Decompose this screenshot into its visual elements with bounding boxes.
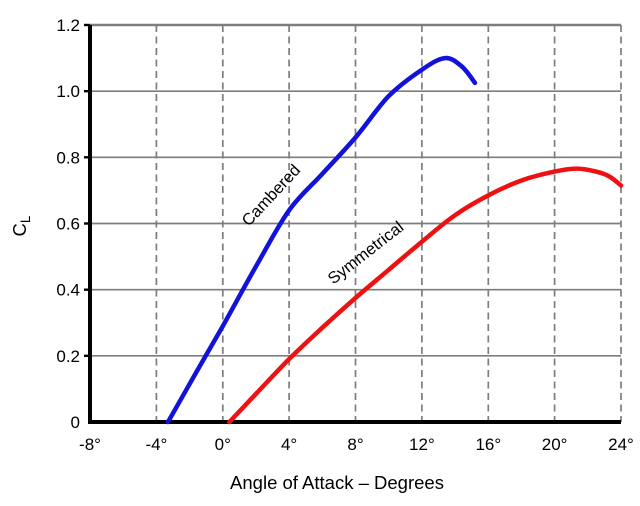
symmetrical-curve: [227, 166, 624, 425]
curves: [165, 55, 624, 425]
y-axis-title-subscript: L: [18, 215, 33, 223]
axes: [84, 23, 621, 424]
y-tick-label-0.6: 0.6: [56, 215, 80, 234]
y-tick-label-0.2: 0.2: [56, 347, 80, 366]
y-tick-label-0: 0: [71, 413, 80, 432]
x-tick-label-16: 16°: [475, 435, 501, 454]
cambered-curve-label: Cambered: [238, 161, 304, 230]
x-axis-title: Angle of Attack – Degrees: [230, 472, 444, 493]
y-axis-title-main: C: [9, 223, 30, 236]
y-tick-label-0.8: 0.8: [56, 148, 80, 167]
cambered-curve: [165, 55, 478, 425]
y-axis-title: CL: [9, 215, 33, 236]
x-tick-label--4: -4°: [145, 435, 167, 454]
x-tick-label-24: 24°: [608, 435, 634, 454]
y-tick-label-1.2: 1.2: [56, 16, 80, 35]
x-tick-label-20: 20°: [542, 435, 568, 454]
x-tick-label--8: -8°: [79, 435, 101, 454]
x-tick-label-8: 8°: [347, 435, 363, 454]
y-tick-label-0.4: 0.4: [56, 281, 80, 300]
gridlines: [90, 23, 622, 422]
x-tick-label-0: 0°: [215, 435, 231, 454]
tick-labels: -8° -4° 0° 4° 8° 12° 16° 20° 24° 0 0.2 0.4 0.6 0.8 1.0…: [56, 16, 634, 454]
curve-labels: Cambered Symmetrical: [238, 161, 407, 288]
x-tick-label-4: 4°: [281, 435, 297, 454]
symmetrical-curve-label: Symmetrical: [325, 218, 408, 288]
x-tick-label-12: 12°: [409, 435, 435, 454]
y-tick-label-1: 1.0: [56, 82, 80, 101]
